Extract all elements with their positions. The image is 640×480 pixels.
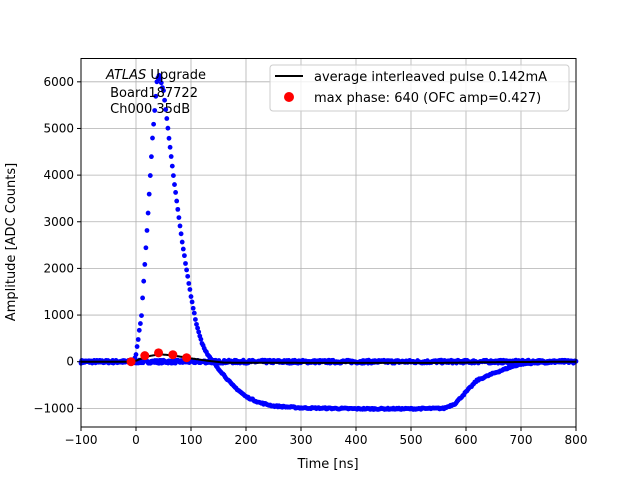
pulse-point xyxy=(147,173,153,178)
annotation-atlas: ATLAS xyxy=(105,68,146,83)
annotation: ATLAS Upgrade Board187722 Ch000 35dB xyxy=(105,68,206,117)
pulse-point xyxy=(165,125,171,131)
y-tick-label: 4000 xyxy=(43,168,74,182)
pulse-point xyxy=(194,321,199,327)
pulse-point xyxy=(150,135,155,141)
pulse-point xyxy=(189,299,195,305)
pulse-point xyxy=(177,223,183,229)
pulse-point xyxy=(134,344,140,349)
pulse-point xyxy=(163,107,169,112)
pulse-point xyxy=(151,121,157,127)
y-tick-label: 2000 xyxy=(43,261,74,275)
annotation-channel: Ch000 35dB xyxy=(106,102,190,117)
ticks: −100 0 100 200 300 400 500 600 700 800−1000010002… xyxy=(33,75,587,447)
legend-label-average: average interleaved pulse 0.142mA xyxy=(314,70,547,85)
pulse-point xyxy=(158,80,164,86)
x-tick-label: 800 xyxy=(565,433,588,447)
pulse-point xyxy=(195,325,201,331)
average-pulse-line xyxy=(81,353,576,364)
pulse-point xyxy=(139,313,144,318)
max-phase-point xyxy=(182,353,192,363)
pulse-point xyxy=(140,295,146,301)
pulse-point xyxy=(171,173,176,179)
pulse-point xyxy=(152,108,158,113)
pulse-point xyxy=(196,329,202,335)
x-tick-label: 600 xyxy=(455,433,478,447)
pulse-point xyxy=(184,267,190,273)
pulse-point xyxy=(133,352,139,357)
pulse-point xyxy=(174,198,180,204)
x-tick-label: 700 xyxy=(510,433,533,447)
axes-frame xyxy=(80,58,577,428)
pulse-point xyxy=(187,287,193,292)
pulse-point xyxy=(168,154,174,159)
pulse-point xyxy=(138,321,143,326)
pulse-point xyxy=(175,206,181,212)
pulse-point xyxy=(135,337,141,342)
legend-dot-marker xyxy=(284,92,294,102)
pulse-point xyxy=(145,210,151,216)
plot-area xyxy=(78,72,579,412)
y-tick-label: −1000 xyxy=(33,401,74,415)
pulse-point xyxy=(190,305,196,311)
y-tick-label: 1000 xyxy=(43,308,74,322)
x-tick-label: 500 xyxy=(400,433,423,447)
legend: average interleaved pulse 0.142mA max ph… xyxy=(269,64,570,112)
max-phase-point xyxy=(154,348,164,358)
pulse-point xyxy=(153,93,159,99)
pulse-point xyxy=(172,182,177,187)
pulse-point xyxy=(182,253,187,259)
x-axis-label: Time [ns] xyxy=(296,457,358,472)
pulse-point xyxy=(191,310,197,316)
max-phase-point xyxy=(126,357,136,367)
x-tick-label: 200 xyxy=(235,433,258,447)
pulse-point xyxy=(142,262,148,267)
y-tick-label: 0 xyxy=(66,355,74,369)
pulse-point xyxy=(169,163,175,169)
pulse-point xyxy=(167,144,173,150)
pulse-point xyxy=(161,88,166,93)
pulse-point xyxy=(146,191,152,197)
pulse-point xyxy=(166,135,172,141)
pulse-point xyxy=(136,327,142,333)
x-tick-label: 0 xyxy=(132,433,140,447)
annotation-board: Board187722 xyxy=(106,86,198,101)
legend-label-max-phase: max phase: 640 (OFC amp=0.427) xyxy=(314,91,541,106)
pulse-point xyxy=(154,79,160,85)
pulse-point xyxy=(162,97,168,103)
pulse-point xyxy=(173,190,179,195)
x-tick-label: 400 xyxy=(345,433,368,447)
y-tick-label: 3000 xyxy=(43,215,74,229)
pulse-point xyxy=(149,154,154,160)
pulse-point xyxy=(178,231,184,237)
max-phase-point xyxy=(140,351,150,361)
pulse-point xyxy=(141,278,147,284)
x-tick-label: −100 xyxy=(65,433,98,447)
y-tick-label: 6000 xyxy=(43,75,74,89)
x-tick-label: 100 xyxy=(180,433,203,447)
pulse-point xyxy=(164,116,170,121)
pulse-point xyxy=(180,246,186,252)
pulse-point xyxy=(179,239,185,245)
pulse-point xyxy=(176,215,182,220)
x-tick-label: 300 xyxy=(290,433,313,447)
pulse-point xyxy=(186,281,192,286)
pulse-point xyxy=(144,228,150,233)
y-tick-label: 5000 xyxy=(43,121,74,135)
pulse-point xyxy=(183,261,188,266)
pulse-point xyxy=(193,317,198,322)
pulse-point xyxy=(198,336,204,342)
pulse-point xyxy=(188,294,194,299)
pulse-point xyxy=(185,273,191,279)
y-axis-label: Amplitude [ADC Counts] xyxy=(4,163,19,321)
pulse-point xyxy=(157,76,163,82)
max-phase-point xyxy=(168,350,178,360)
svg-text:ATLAS Upgrade: ATLAS Upgrade xyxy=(105,68,206,83)
pulse-point xyxy=(143,245,149,251)
annotation-upgrade: Upgrade xyxy=(146,68,206,83)
